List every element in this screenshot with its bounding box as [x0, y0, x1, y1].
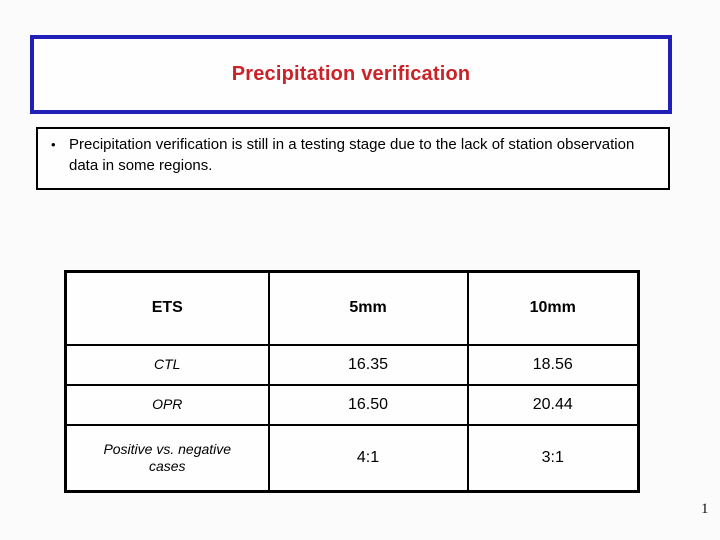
table-row-opr: OPR 16.50 20.44 [64, 383, 640, 427]
row-label-positive-negative: Positive vs. negative cases [64, 424, 270, 493]
ctl-10mm-value: 18.56 [466, 343, 640, 387]
bullet-icon: • [51, 137, 56, 152]
slide-title: Precipitation verification [231, 63, 471, 85]
ctl-5mm-value: 16.35 [267, 343, 469, 387]
table-row-positive-negative: Positive vs. negative cases 4:1 3:1 [64, 424, 640, 493]
table-header-ets: ETS [64, 270, 270, 346]
bullet-text-box: • Precipitation verification is still in… [36, 127, 670, 190]
ets-score-table: ETS 5mm 10mm CTL 16.35 18.56 OPR 16.50 2… [64, 270, 640, 493]
bullet-text: Precipitation verification is still in a… [69, 136, 635, 174]
row-label-ctl: CTL [64, 343, 270, 387]
ratio-10mm-value: 3:1 [466, 424, 640, 493]
title-box: Precipitation verification [30, 35, 672, 114]
table-header-5mm: 5mm [267, 270, 469, 346]
table-header-10mm: 10mm [466, 270, 640, 346]
table-row-ctl: CTL 16.35 18.56 [64, 343, 640, 387]
row-label-opr: OPR [64, 383, 270, 427]
ratio-5mm-value: 4:1 [267, 424, 469, 493]
opr-10mm-value: 20.44 [466, 383, 640, 427]
page-number: 1 [701, 501, 709, 517]
opr-5mm-value: 16.50 [267, 383, 469, 427]
table-header-row: ETS 5mm 10mm [64, 270, 640, 346]
